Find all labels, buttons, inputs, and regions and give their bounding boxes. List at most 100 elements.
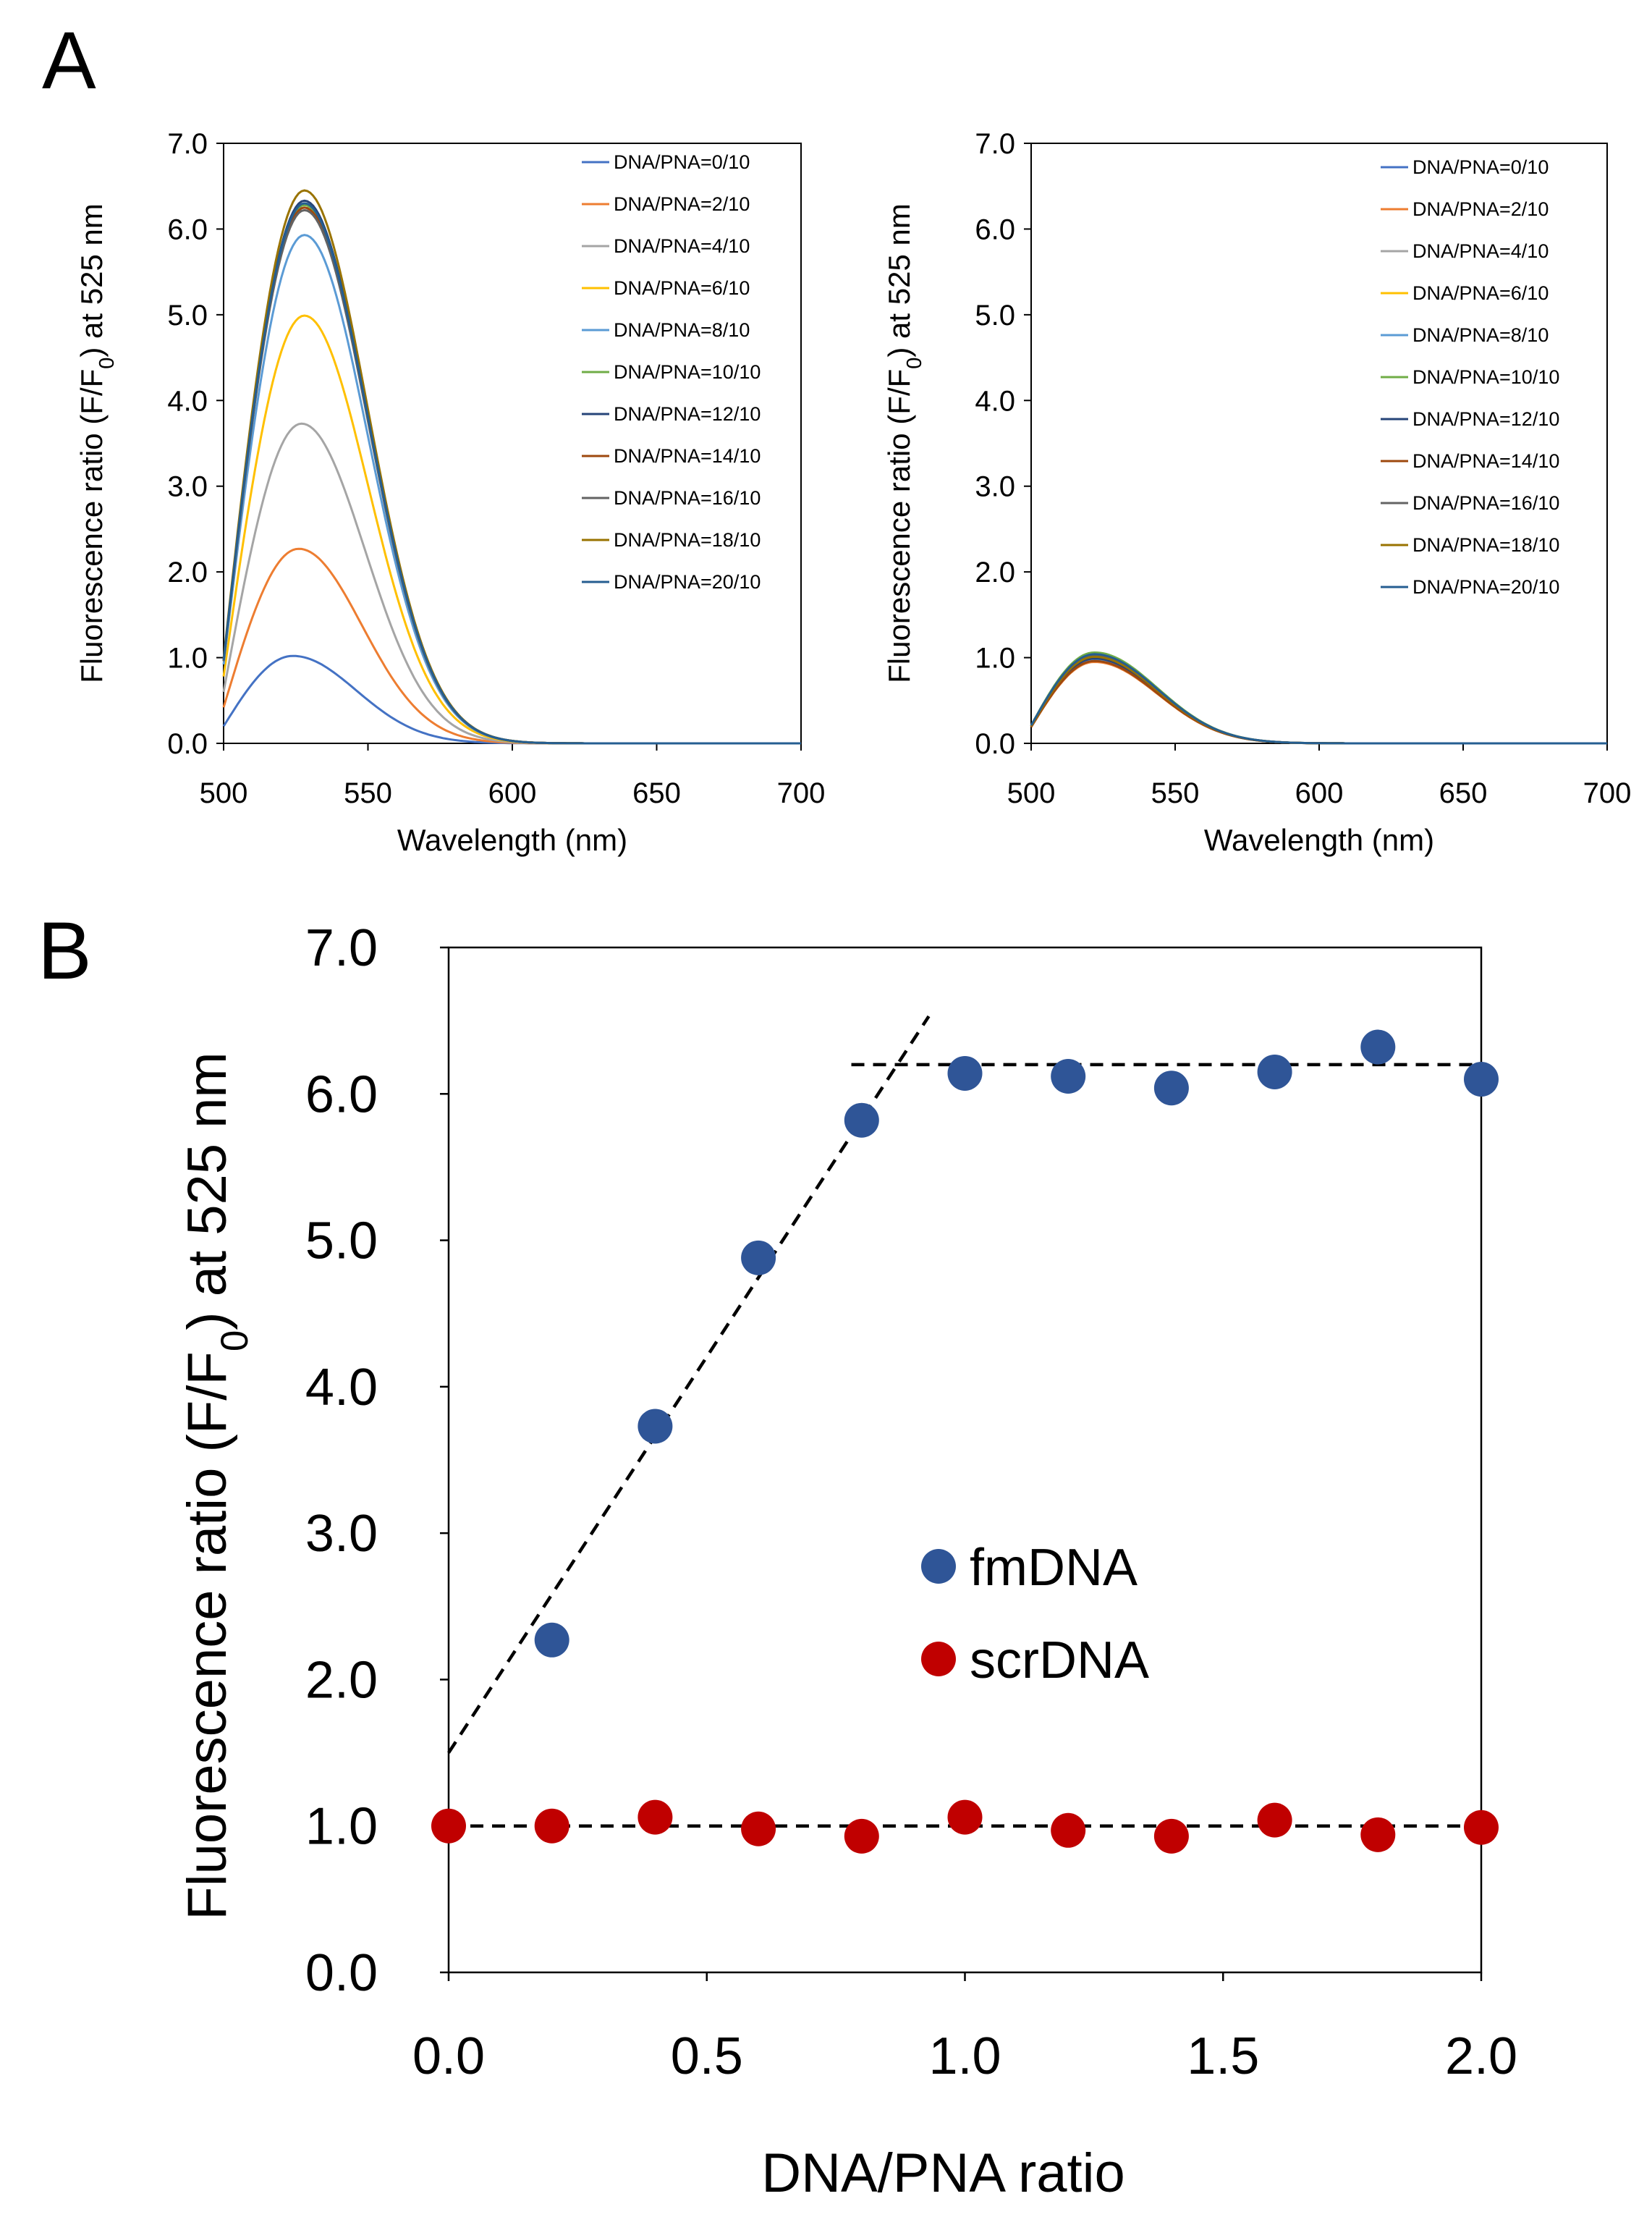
scrDNA-point	[1257, 1802, 1292, 1838]
fmDNA-point	[1464, 1062, 1499, 1097]
legend-label: DNA/PNA=20/10	[1412, 576, 1559, 598]
y-tick-label: 3.0	[975, 471, 1015, 503]
scrDNA-point	[1360, 1817, 1396, 1852]
legend-label: fmDNA	[970, 1539, 1138, 1597]
legend-label: DNA/PNA=8/10	[614, 319, 750, 341]
y-tick-label: 1.0	[167, 643, 208, 675]
legend-label: DNA/PNA=20/10	[614, 571, 761, 593]
y-tick-label: 1.0	[305, 1798, 378, 1856]
panel-label-a: A	[42, 15, 96, 106]
legend-label: DNA/PNA=12/10	[614, 403, 761, 425]
y-axis-label: Fluorescence ratio (F/F0) at 525 nm	[882, 203, 926, 683]
x-tick-label: 700	[1583, 777, 1632, 809]
spectrum-line-6	[1030, 657, 1607, 745]
spectrum-line-9	[1030, 655, 1607, 745]
x-tick-label: 600	[1295, 777, 1344, 809]
legend-label: DNA/PNA=18/10	[1412, 534, 1559, 556]
spectrum-line-2	[1030, 654, 1607, 745]
legend-label: DNA/PNA=6/10	[614, 277, 750, 299]
spectrum-line-1	[1030, 660, 1607, 745]
spectrum-line-0	[1030, 656, 1607, 745]
legend-label: DNA/PNA=6/10	[1412, 282, 1549, 304]
legend-label: DNA/PNA=4/10	[614, 235, 750, 257]
legend-label: DNA/PNA=8/10	[1412, 324, 1549, 346]
scrDNA-point	[534, 1808, 569, 1844]
fmDNA-point	[1153, 1071, 1189, 1106]
legend-label: DNA/PNA=10/10	[1412, 366, 1559, 388]
spectrum-line-7	[1030, 659, 1607, 745]
legend-label: DNA/PNA=0/10	[614, 151, 750, 173]
legend-label: DNA/PNA=16/10	[1412, 492, 1559, 514]
x-axis-label: DNA/PNA ratio	[761, 2142, 1125, 2204]
scrDNA-point	[947, 1799, 983, 1835]
y-axis-label: Fluorescence ratio (F/F0) at 525 nm	[177, 1052, 256, 1920]
legend-label: DNA/PNA=16/10	[614, 487, 761, 509]
x-tick-label: 0.5	[671, 2027, 743, 2085]
y-axis-label: Fluorescence ratio (F/F0) at 525 nm	[75, 203, 119, 683]
y-tick-label: 0.0	[167, 728, 208, 760]
y-tick-label: 3.0	[305, 1505, 378, 1563]
x-tick-label: 700	[777, 777, 826, 809]
panel-label-b: B	[38, 905, 92, 996]
spectrum-line-3	[1030, 658, 1607, 745]
x-tick-label: 650	[632, 777, 681, 809]
plot-frame	[1030, 143, 1608, 744]
y-tick-label: 6.0	[167, 214, 208, 245]
fmDNA-point	[1051, 1059, 1086, 1094]
legend-label: DNA/PNA=0/10	[1412, 156, 1549, 178]
x-tick-label: 650	[1439, 777, 1488, 809]
x-tick-label: 1.0	[928, 2027, 1001, 2085]
legend-label: DNA/PNA=4/10	[1412, 240, 1549, 262]
y-tick-label: 5.0	[167, 300, 208, 332]
spectrum-line-4	[1030, 659, 1607, 745]
x-tick-label: 500	[1007, 777, 1056, 809]
x-tick-label: 550	[344, 777, 392, 809]
fmDNA-point	[741, 1240, 776, 1275]
fmDNA-point	[844, 1102, 879, 1138]
y-tick-label: 4.0	[975, 385, 1015, 417]
x-tick-label: 2.0	[1445, 2027, 1517, 2085]
x-tick-label: 600	[488, 777, 537, 809]
scrDNA-point	[637, 1799, 673, 1835]
scrDNA-point	[1051, 1812, 1086, 1848]
titration-chart: 0.0 1.0 2.0 3.0 4.0 5.0 6.0 7.0 0.0 0.5 1.0 1.5 2.0 D…	[177, 919, 1517, 2204]
legend-label: DNA/PNA=12/10	[1412, 408, 1559, 430]
spectrum-line-10	[1030, 653, 1607, 745]
y-tick-label: 5.0	[305, 1212, 378, 1270]
y-tick-label: 7.0	[975, 128, 1015, 160]
legend-label: DNA/PNA=10/10	[614, 361, 761, 383]
fmDNA-point	[947, 1055, 983, 1091]
fmDNA-point	[534, 1622, 569, 1658]
legend-label: DNA/PNA=2/10	[1412, 198, 1549, 220]
y-tick-label: 2.0	[167, 557, 208, 588]
y-tick-label: 6.0	[975, 214, 1015, 245]
x-tick-label: 1.5	[1187, 2027, 1259, 2085]
y-tick-label: 2.0	[305, 1651, 378, 1709]
legend-label: DNA/PNA=2/10	[614, 193, 750, 215]
y-tick-label: 3.0	[167, 471, 208, 503]
y-tick-label: 5.0	[975, 300, 1015, 332]
spectra-chart-fmdna: 0.0 1.0 2.0 3.0 4.0 5.0 6.0 7.0 500 550 600 650 700 W…	[75, 128, 825, 857]
y-tick-label: 0.0	[975, 728, 1015, 760]
legend-label: scrDNA	[970, 1631, 1149, 1689]
y-tick-label: 4.0	[305, 1359, 378, 1417]
scrDNA-point	[741, 1811, 776, 1846]
spectrum-line-10	[222, 202, 801, 745]
x-tick-label: 500	[200, 777, 248, 809]
spectrum-line-9	[222, 189, 801, 745]
scrDNA-point	[431, 1808, 466, 1844]
y-tick-label: 7.0	[305, 919, 378, 977]
y-tick-label: 1.0	[975, 643, 1015, 675]
legend-marker	[921, 1642, 956, 1676]
x-tick-label: 0.0	[412, 2027, 485, 2085]
y-tick-label: 0.0	[305, 1944, 378, 2002]
legend-label: DNA/PNA=18/10	[614, 529, 761, 551]
fit-line	[447, 1015, 931, 1754]
legend-label: DNA/PNA=14/10	[1412, 450, 1559, 472]
fmDNA-point	[637, 1409, 673, 1444]
spectrum-line-0	[222, 654, 801, 745]
y-tick-label: 7.0	[167, 128, 208, 160]
plot-frame	[223, 143, 802, 744]
fmDNA-point	[1360, 1029, 1396, 1065]
scrDNA-point	[1464, 1810, 1499, 1845]
